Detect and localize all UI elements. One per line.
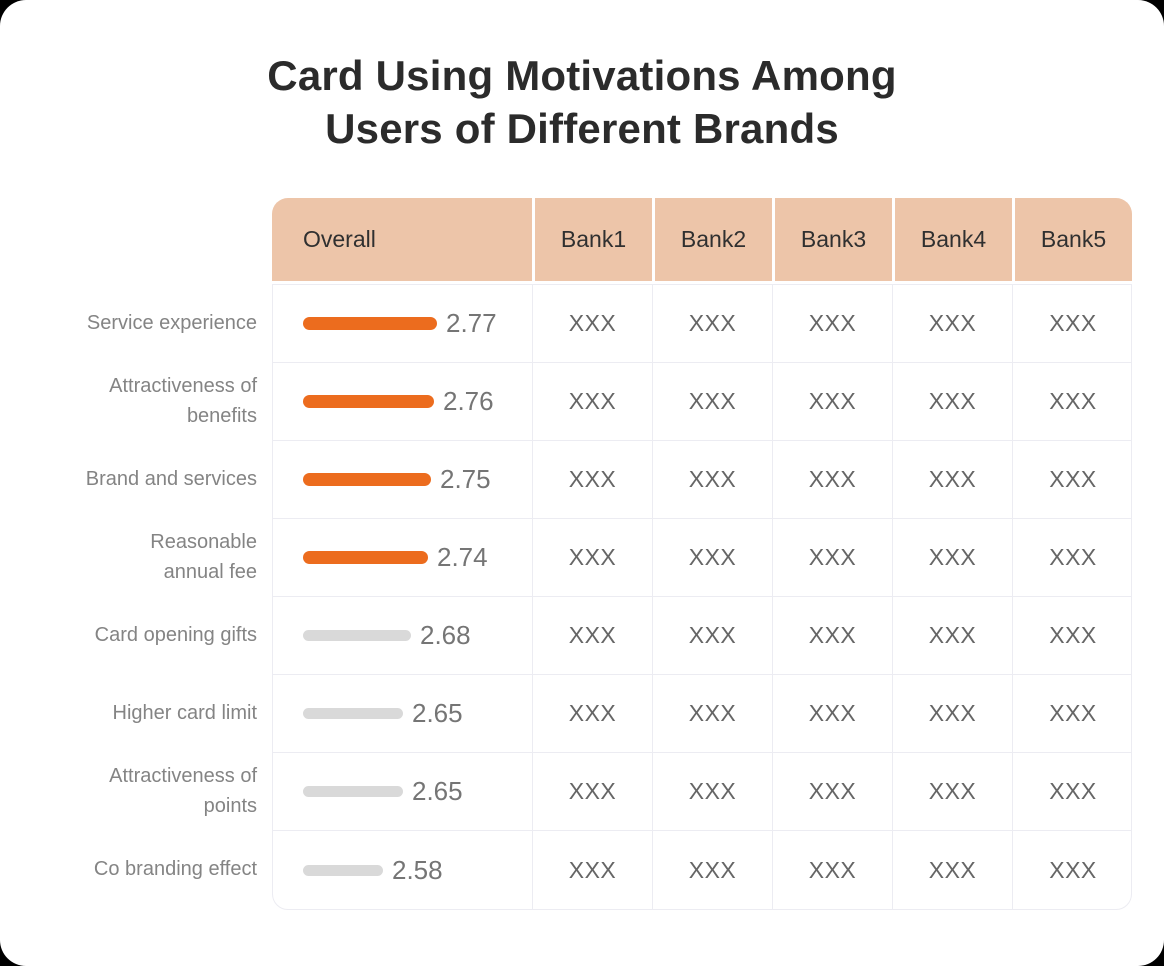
- overall-bar: [303, 395, 434, 408]
- bank-cell: XXX: [893, 519, 1013, 597]
- bank-cell: XXX: [1013, 441, 1131, 519]
- overall-cell: 2.68: [273, 597, 533, 675]
- bank-cell: XXX: [893, 675, 1013, 753]
- row-label: Co branding effect: [93, 858, 257, 880]
- bank-cell: XXX: [533, 441, 653, 519]
- bank-cell: XXX: [773, 675, 893, 753]
- overall-cell: 2.65: [273, 675, 533, 753]
- overall-cell: 2.74: [273, 519, 533, 597]
- row-labels-column: Service experience Attractiveness of ben…: [30, 284, 272, 910]
- bank-cell: XXX: [1049, 856, 1097, 883]
- chart-title: Card Using Motivations Among Users of Di…: [267, 52, 897, 152]
- row-label: Higher card limit: [112, 702, 257, 724]
- bank-cell: XXX: [893, 363, 1013, 441]
- bank-cell: XXX: [653, 597, 773, 675]
- bar-value: 2.76: [443, 386, 494, 416]
- row-label: Reasonable annual fee: [150, 531, 257, 583]
- bank-cell: XXX: [653, 441, 773, 519]
- overall-cell: 2.76: [273, 363, 533, 441]
- bank-cell: XXX: [533, 597, 653, 675]
- bank-cell: XXX: [773, 597, 893, 675]
- bar-value: 2.75: [440, 464, 491, 494]
- overall-cell: 2.75: [273, 441, 533, 519]
- column-header-bank2: Bank2: [652, 198, 772, 281]
- bank-cell: XXX: [773, 441, 893, 519]
- overall-cell: 2.65: [273, 753, 533, 831]
- bank-cell: XXX: [1013, 519, 1131, 597]
- overall-bar: [303, 551, 428, 564]
- bank-cell: XXX: [1013, 285, 1131, 363]
- bank-cell: XXX: [533, 675, 653, 753]
- table-body: 2.77 XXX XXX XXX XXX XXX 2.76 XXX XXX XX…: [272, 284, 1132, 910]
- bank-cell: XXX: [653, 831, 773, 909]
- bar-value: 2.65: [412, 776, 463, 806]
- row-label: Brand and services: [85, 468, 257, 490]
- bank-cell: XXX: [1013, 363, 1131, 441]
- column-header-bank4: Bank4: [892, 198, 1012, 281]
- bank-cell: XXX: [1013, 753, 1131, 831]
- bank-cell: XXX: [653, 675, 773, 753]
- row-label: Attractiveness of benefits: [109, 375, 257, 427]
- row-label: Service experience: [86, 312, 257, 334]
- bar-value: 2.77: [446, 308, 497, 338]
- table-header-row: Overall Bank1 Bank2 Bank3 Bank4 Bank5: [272, 198, 1132, 284]
- bank-cell: XXX: [1013, 675, 1131, 753]
- column-header-bank5: Bank5: [1012, 198, 1132, 281]
- overall-cell: 2.58: [273, 831, 533, 909]
- bar-value: 2.74: [437, 542, 488, 572]
- overall-bar: [303, 317, 437, 330]
- bank-cell: XXX: [893, 753, 1013, 831]
- bank-cell: XXX: [533, 519, 653, 597]
- bar-value: 2.68: [420, 620, 471, 650]
- bank-cell: XXX: [893, 285, 1013, 363]
- bank-cell: XXX: [773, 753, 893, 831]
- overall-bar: [303, 473, 431, 486]
- row-label: Card opening gifts: [94, 624, 257, 646]
- bank-cell: XXX: [533, 363, 653, 441]
- bank-cell: XXX: [653, 753, 773, 831]
- bank-cell: XXX: [653, 363, 773, 441]
- bank-cell: XXX: [533, 753, 653, 831]
- bank-cell: XXX: [533, 831, 653, 909]
- bar-value: 2.65: [412, 698, 463, 728]
- bank-cell: XXX: [533, 285, 653, 363]
- column-header-bank3: Bank3: [772, 198, 892, 281]
- motivation-table: Overall Bank1 Bank2 Bank3 Bank4 Bank5 Se…: [30, 198, 1132, 910]
- bar-value: 2.58: [392, 854, 443, 885]
- overall-bar: [303, 708, 403, 719]
- bank-cell: XXX: [653, 519, 773, 597]
- overall-bar: [303, 630, 411, 641]
- row-label: Attractiveness of points: [109, 765, 257, 817]
- corner-spacer: [30, 198, 272, 284]
- column-header-overall: Overall: [272, 198, 532, 281]
- bank-cell: XXX: [1013, 597, 1131, 675]
- bank-cell: XXX: [893, 597, 1013, 675]
- column-header-bank1: Bank1: [532, 198, 652, 281]
- bank-cell: XXX: [893, 441, 1013, 519]
- overall-cell: 2.77: [273, 285, 533, 363]
- bank-cell: XXX: [773, 285, 893, 363]
- overall-bar: [303, 786, 403, 797]
- overall-bar: [303, 864, 383, 876]
- bank-cell: XXX: [773, 363, 893, 441]
- bank-cell: XXX: [773, 519, 893, 597]
- bank-cell: XXX: [893, 831, 1013, 909]
- bank-cell: XXX: [773, 831, 893, 909]
- bank-cell: XXX: [653, 285, 773, 363]
